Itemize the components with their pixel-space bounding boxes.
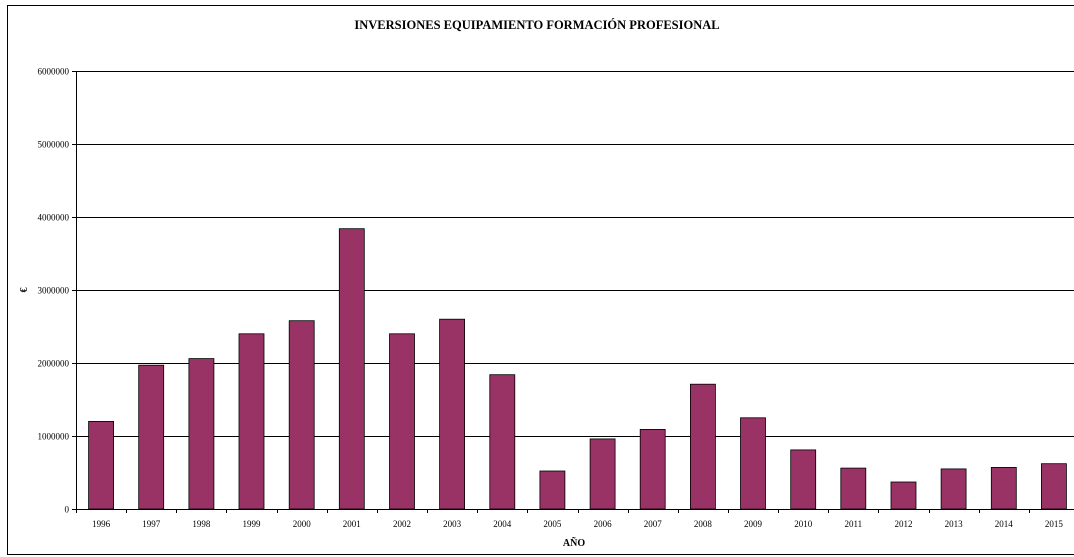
x-tick-label: 2014	[995, 519, 1014, 529]
x-tick-label: 2003	[443, 519, 462, 529]
bar	[841, 468, 866, 509]
x-axis-title: AÑO	[563, 537, 585, 549]
bar	[390, 334, 415, 509]
bar	[1041, 464, 1066, 509]
y-tick-label: 2000000	[38, 359, 70, 369]
bars	[89, 229, 1067, 509]
x-tick-label: 2009	[744, 519, 763, 529]
bar	[89, 421, 114, 509]
x-tick-label: 1996	[92, 519, 111, 529]
y-tick-label: 6000000	[38, 67, 70, 77]
x-tick-label: 2005	[543, 519, 562, 529]
x-tick-label: 2010	[794, 519, 813, 529]
y-tick-label: 3000000	[38, 286, 70, 296]
y-tick-label: 4000000	[38, 213, 70, 223]
bar	[590, 439, 615, 509]
x-tick-label: 2013	[945, 519, 964, 529]
x-tick-label: 2015	[1045, 519, 1064, 529]
y-tick-label: 1000000	[38, 432, 70, 442]
bar	[490, 375, 515, 509]
x-tick-label: 2004	[493, 519, 512, 529]
bar	[239, 334, 264, 509]
bar	[189, 359, 214, 509]
bar	[941, 469, 966, 509]
bar	[741, 418, 766, 509]
x-tick-label: 2012	[895, 519, 913, 529]
bar	[891, 482, 916, 509]
x-tick-label: 1998	[192, 519, 211, 529]
x-tick-label: 2001	[343, 519, 361, 529]
bar	[991, 467, 1016, 509]
x-tick-label: 2008	[694, 519, 713, 529]
axes	[72, 71, 1074, 513]
y-tick-label: 0	[65, 505, 70, 515]
bar	[139, 365, 164, 509]
bar	[289, 321, 314, 509]
y-tick-label: 5000000	[38, 140, 70, 150]
x-tick-label: 2006	[594, 519, 613, 529]
x-tick-label: 1997	[142, 519, 161, 529]
bar	[690, 384, 715, 509]
x-tick-label: 2002	[393, 519, 411, 529]
x-tick-label: 1999	[243, 519, 262, 529]
x-tick-label: 2007	[644, 519, 663, 529]
bar	[640, 429, 665, 509]
gridlines	[76, 72, 1074, 437]
x-tick-label: 2011	[844, 519, 862, 529]
y-axis-title: €	[19, 288, 30, 293]
bar	[540, 471, 565, 509]
x-tick-label: 2000	[293, 519, 312, 529]
bar	[791, 450, 816, 509]
bar	[440, 319, 465, 509]
bar	[339, 229, 364, 509]
